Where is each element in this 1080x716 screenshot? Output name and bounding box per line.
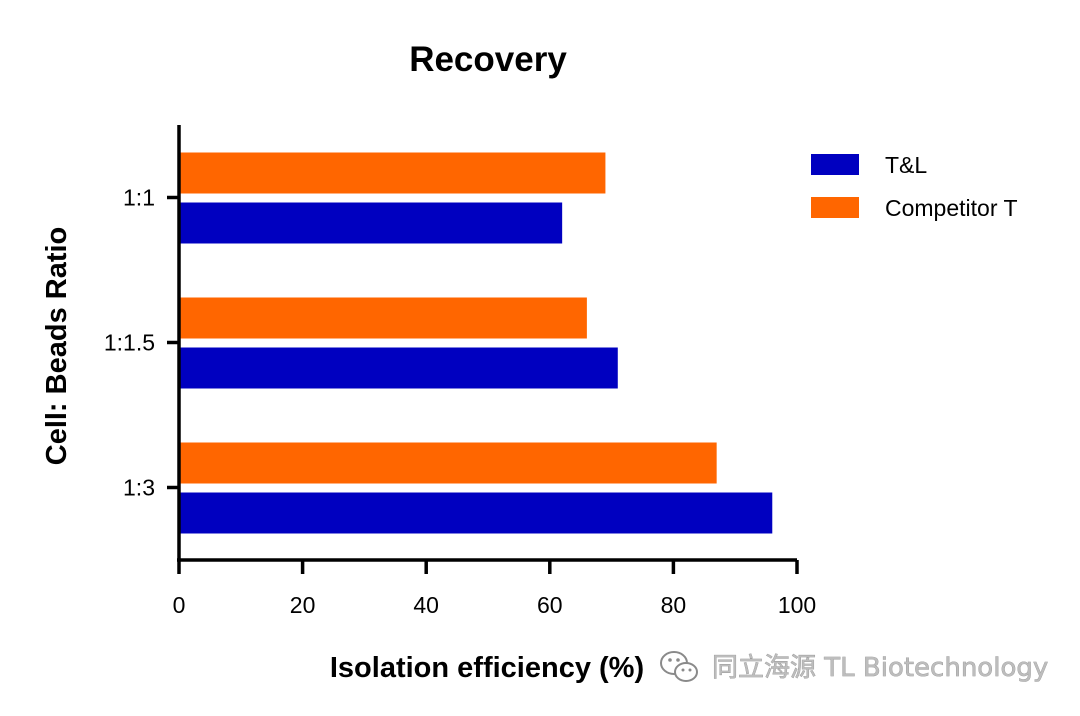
legend-swatch-competitor-t bbox=[811, 197, 859, 218]
x-tick-label: 100 bbox=[778, 592, 816, 618]
legend-label-t-l: T&L bbox=[885, 152, 927, 178]
bar-competitor-t-1-1-5 bbox=[179, 297, 587, 339]
legend-swatch-t-l bbox=[811, 154, 859, 175]
bar-competitor-t-1-1 bbox=[179, 152, 606, 194]
y-tick-label: 1:3 bbox=[123, 475, 155, 501]
y-tick-label: 1:1.5 bbox=[104, 330, 155, 356]
x-tick-label: 0 bbox=[173, 592, 186, 618]
bar-competitor-t-1-3 bbox=[179, 442, 717, 484]
x-axis-label: Isolation efficiency (%) bbox=[330, 652, 644, 684]
x-tick-label: 40 bbox=[413, 592, 439, 618]
legend: T&L Competitor T bbox=[811, 152, 1018, 221]
x-tick-label: 80 bbox=[661, 592, 687, 618]
x-tick-label: 20 bbox=[290, 592, 316, 618]
axes-layer: 1:1 1:1.5 1:3 0 20 40 60 80 100 bbox=[104, 125, 816, 618]
watermark: 同立海源 TL Biotechnology bbox=[660, 651, 1049, 683]
chart-title: Recovery bbox=[409, 40, 567, 79]
y-tick-label: 1:1 bbox=[123, 185, 155, 211]
wechat-icon bbox=[660, 651, 698, 682]
bar-t-l-1-3 bbox=[179, 492, 773, 534]
bars-layer bbox=[179, 152, 773, 534]
legend-label-competitor-t: Competitor T bbox=[885, 195, 1018, 221]
bar-t-l-1-1 bbox=[179, 202, 563, 244]
bar-t-l-1-1-5 bbox=[179, 347, 618, 389]
x-tick-label: 60 bbox=[537, 592, 563, 618]
watermark-text: 同立海源 TL Biotechnology bbox=[712, 653, 1048, 683]
y-axis-label: Cell: Beads Ratio bbox=[41, 227, 73, 466]
